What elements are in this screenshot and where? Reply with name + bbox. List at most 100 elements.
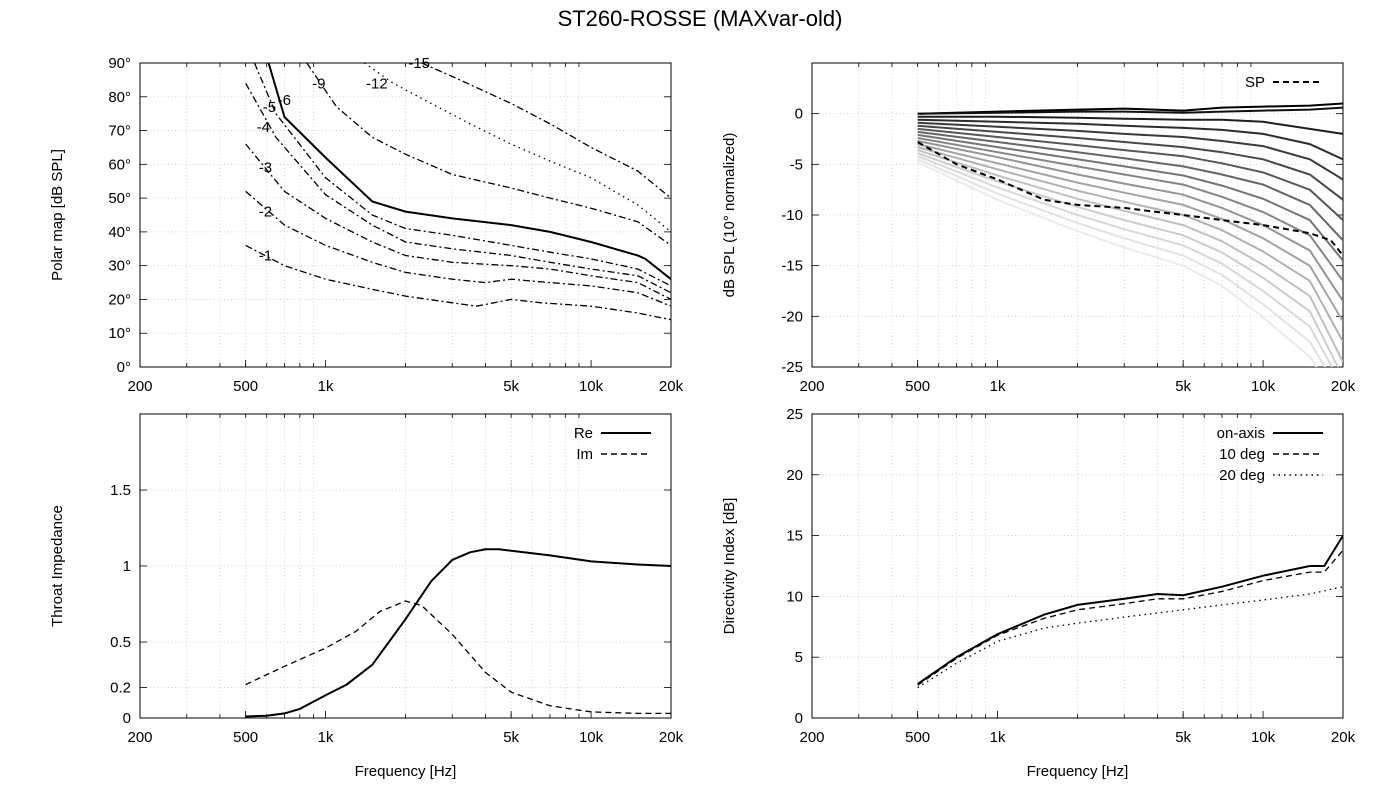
y-tick-label: 5 — [795, 649, 803, 666]
y-tick-label: -25 — [781, 359, 803, 376]
x-tick-label: 20k — [1331, 729, 1356, 746]
series-line-20 deg — [917, 586, 1343, 689]
angle-curve — [917, 140, 1343, 302]
y-tick-label: 10 — [786, 588, 803, 605]
angle-curve — [917, 133, 1343, 262]
x-tick-label: 500 — [905, 729, 930, 746]
y-tick-label: 20° — [108, 291, 131, 308]
y-tick-label: 50° — [108, 190, 131, 207]
y-tick-label: -5 — [790, 156, 803, 173]
plot-area — [245, 548, 671, 718]
x-tick-label: 20k — [659, 378, 684, 395]
angle-curve — [917, 149, 1343, 363]
series-line--2 — [245, 190, 671, 307]
chart-polar: 0° 10° 20° 30° 40° 50° 60° 70° 80° 90° 200 500 1k 5k 1… — [49, 55, 684, 395]
series-line--3 — [245, 143, 671, 300]
x-tick-label: 20k — [1331, 378, 1356, 395]
plot-area — [245, 63, 671, 321]
contour-label: -15 — [408, 55, 430, 72]
legend-label: 10 deg — [1219, 446, 1265, 463]
y-tick-label: 60° — [108, 156, 131, 173]
angle-curve — [917, 118, 1343, 161]
series-line--6 — [267, 63, 671, 280]
x-tick-label: 10k — [579, 729, 604, 746]
plot-area — [917, 102, 1343, 367]
angle-curve — [917, 121, 1343, 181]
x-tick-label: 1k — [318, 378, 334, 395]
x-axis-label: Frequency [Hz] — [1027, 763, 1129, 780]
series-line--1 — [245, 244, 671, 321]
y-tick-label: 0 — [795, 710, 803, 727]
contour-label: -3 — [259, 160, 272, 177]
x-tick-label: 10k — [1251, 729, 1276, 746]
x-tick-label: 1k — [990, 729, 1006, 746]
legend-label: 20 deg — [1219, 467, 1265, 484]
y-tick-label: 30° — [108, 258, 131, 275]
chart-directivity: 0 5 10 15 20 25 200 500 1k 5k 10k 20k Directivity In… — [721, 406, 1356, 780]
y-tick-label: 70° — [108, 123, 131, 140]
series-line-Re — [245, 548, 671, 718]
y-tick-label: -15 — [781, 258, 803, 275]
x-tick-label: 5k — [1175, 729, 1191, 746]
angle-curve — [917, 161, 1318, 367]
x-axis-label: Frequency [Hz] — [355, 763, 457, 780]
series-line-10 deg — [917, 549, 1343, 686]
contour-label: -12 — [366, 75, 388, 92]
x-tick-label: 500 — [233, 378, 258, 395]
angle-curve — [917, 130, 1343, 241]
angle-curve — [917, 155, 1334, 367]
angle-curve — [917, 152, 1340, 367]
y-tick-label: 0 — [795, 106, 803, 123]
y-tick-label: 0.2 — [110, 680, 131, 697]
y-axis-label: Polar map [dB SPL] — [49, 149, 66, 281]
plot-frame — [811, 62, 1344, 368]
y-tick-label: 80° — [108, 89, 131, 106]
y-tick-label: 0.5 — [110, 634, 131, 651]
series-line--15 — [421, 63, 671, 199]
x-tick-label: 200 — [127, 378, 152, 395]
series-line--5 — [253, 63, 671, 287]
x-tick-label: 1k — [318, 729, 334, 746]
plot-frame — [139, 62, 672, 368]
angle-curve — [917, 124, 1343, 201]
series-line-on-axis — [917, 535, 1343, 685]
y-tick-label: 90° — [108, 55, 131, 72]
contour-label: -5 — [263, 99, 276, 116]
angle-curve — [917, 102, 1343, 115]
x-tick-label: 20k — [659, 729, 684, 746]
y-axis-label: dB SPL (10° normalized) — [721, 133, 738, 298]
figure-title: ST260-ROSSE (MAXvar-old) — [557, 6, 843, 31]
y-tick-label: 0° — [117, 359, 131, 376]
plot-frame — [811, 413, 1344, 719]
x-tick-label: 5k — [503, 729, 519, 746]
legend-label: Im — [576, 446, 593, 463]
x-tick-label: 200 — [127, 729, 152, 746]
contour-label: -1 — [259, 248, 272, 265]
angle-curve — [917, 158, 1327, 367]
y-tick-label: -10 — [781, 207, 803, 224]
y-tick-label: 20 — [786, 467, 803, 484]
chart-normalized: 0 -5 -10 -15 -20 -25 200 500 1k 5k 10k 20k dB SPL (1… — [721, 62, 1356, 395]
contour-label: -6 — [278, 92, 291, 109]
y-axis-label: Throat Impedance — [49, 505, 66, 627]
x-tick-label: 500 — [905, 378, 930, 395]
x-tick-label: 500 — [233, 729, 258, 746]
contour-label: -9 — [312, 75, 325, 92]
x-tick-label: 10k — [1251, 378, 1276, 395]
angle-curve — [917, 115, 1343, 135]
y-tick-label: 10° — [108, 325, 131, 342]
x-tick-label: 5k — [1175, 378, 1191, 395]
y-tick-label: 40° — [108, 224, 131, 241]
y-axis-label: Directivity Index [dB] — [721, 498, 738, 635]
y-tick-label: 1.5 — [110, 482, 131, 499]
plot-area — [917, 535, 1343, 689]
y-tick-label: 1 — [123, 558, 131, 575]
angle-curve — [917, 137, 1343, 282]
contour-label: -2 — [259, 204, 272, 221]
angle-curve — [917, 146, 1343, 343]
y-tick-label: 15 — [786, 528, 803, 545]
angle-curve — [917, 143, 1343, 322]
angle-curve — [917, 106, 1343, 115]
x-tick-label: 1k — [990, 378, 1006, 395]
